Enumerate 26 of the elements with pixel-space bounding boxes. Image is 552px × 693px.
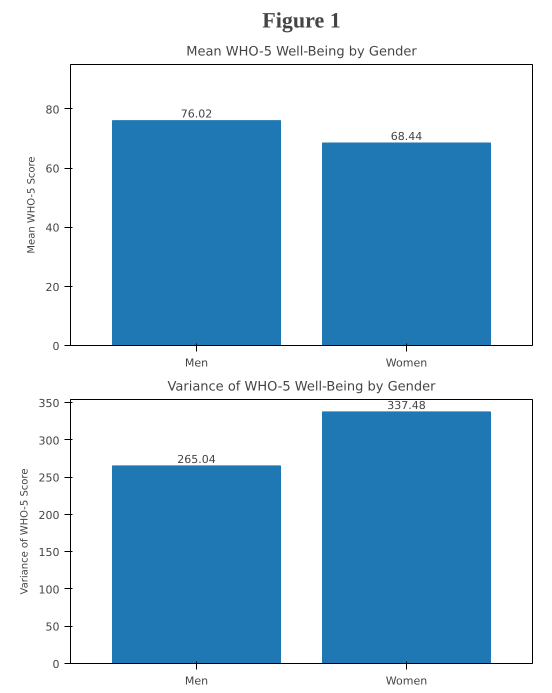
y-axis-title: Variance of WHO-5 Score xyxy=(20,468,31,594)
x-tick-label: Women xyxy=(386,356,428,370)
x-tick-label: Women xyxy=(386,674,428,688)
y-tick-label: 250 xyxy=(38,472,60,485)
y-tick-label: 150 xyxy=(38,546,60,560)
y-tick-label: 0 xyxy=(52,340,60,353)
y-tick-label: 350 xyxy=(38,396,60,410)
y-tick-label: 50 xyxy=(46,620,60,634)
y-tick-label: 80 xyxy=(46,103,60,116)
data-label: 68.44 xyxy=(390,130,422,144)
y-axis-title: Mean WHO-5 Score xyxy=(26,156,38,254)
y-tick-label: 200 xyxy=(38,508,60,522)
y-tick-label: 60 xyxy=(46,162,60,176)
x-tick-label: Men xyxy=(184,356,208,370)
chart-title: Variance of WHO-5 Well-Being by Gender xyxy=(168,380,436,394)
y-tick-label: 0 xyxy=(52,658,60,671)
y-tick-label: 40 xyxy=(46,222,60,235)
y-tick-label: 100 xyxy=(38,583,60,596)
x-tick-label: Men xyxy=(184,674,208,688)
chart-subtitle: Mean WHO-5 Well-Being by Gender xyxy=(186,44,418,60)
y-tick-label: 300 xyxy=(38,434,60,448)
chart-title: Figure 1 xyxy=(262,8,341,32)
data-label: 265.04 xyxy=(177,452,216,466)
y-tick-label: 20 xyxy=(46,280,60,294)
data-label: 337.48 xyxy=(387,398,426,412)
data-label: 76.02 xyxy=(180,108,212,121)
